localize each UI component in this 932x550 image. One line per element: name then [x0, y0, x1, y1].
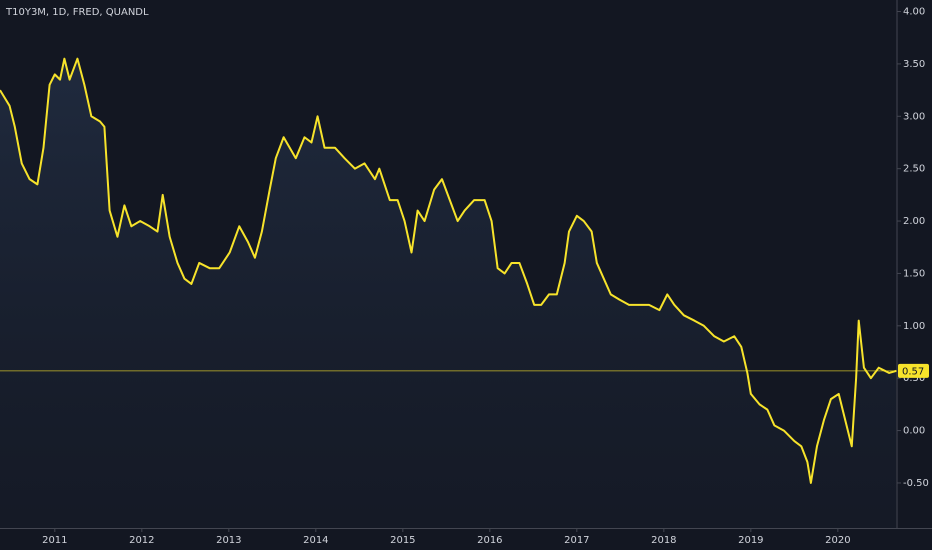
- y-tick-label: 2.50: [903, 164, 925, 175]
- x-tick-label: 2011: [42, 535, 67, 546]
- x-tick-label: 2015: [390, 535, 415, 546]
- last-value-badge: [898, 363, 929, 378]
- x-tick-label: 2019: [738, 535, 763, 546]
- area: [0, 58, 897, 529]
- y-tick-label: 2.00: [903, 216, 925, 227]
- x-tick-label: 2012: [129, 535, 154, 546]
- y-tick-label: 0.00: [903, 426, 925, 437]
- x-tick-label: 2014: [303, 535, 328, 546]
- line: [0, 57, 897, 484]
- x-tick-label: 2017: [564, 535, 589, 546]
- y-tick-label: 1.00: [903, 321, 925, 332]
- last-value-label: 0.57: [902, 366, 924, 377]
- y-tick-label: 1.50: [903, 268, 925, 279]
- y-tick-label: 3.00: [903, 111, 925, 122]
- x-tick-label: 2013: [216, 535, 241, 546]
- y-tick-label: -0.50: [903, 478, 929, 489]
- y-tick-label: 3.50: [903, 59, 925, 70]
- x-tick-label: 2020: [825, 535, 850, 546]
- x-tick-label: 2018: [651, 535, 676, 546]
- chart-title: T10Y3M, 1D, FRED, QUANDL: [5, 7, 149, 18]
- y-tick-label: 0.50: [903, 373, 925, 384]
- y-tick-label: 4.00: [903, 7, 925, 18]
- x-tick-label: 2016: [477, 535, 502, 546]
